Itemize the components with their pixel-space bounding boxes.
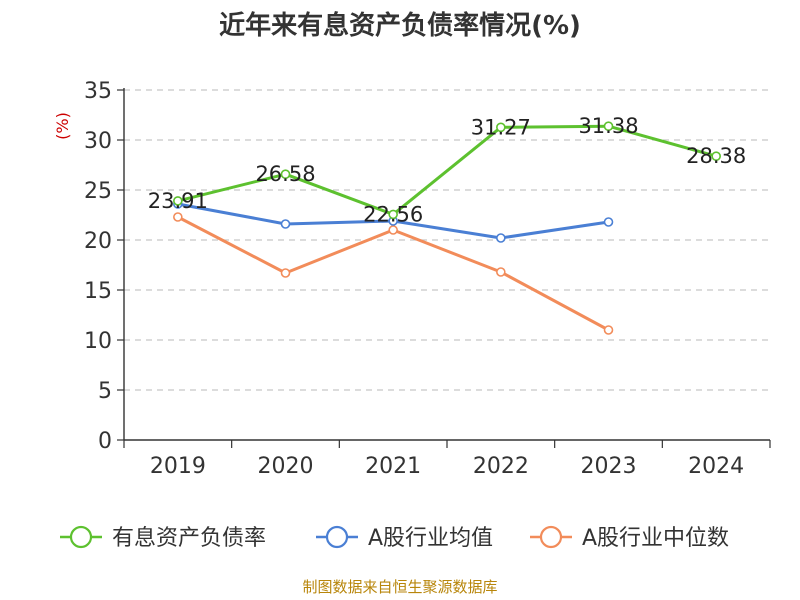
- data-point: [173, 212, 183, 222]
- x-tick-label: 2024: [688, 454, 744, 479]
- legend-swatch-marker: [539, 525, 563, 549]
- data-point: [173, 196, 183, 206]
- data-point: [603, 325, 614, 335]
- chart-title: 近年来有息资产负债率情况(%): [219, 10, 581, 41]
- data-point: [496, 267, 506, 277]
- legend-label: 有息资产负债率: [112, 526, 266, 551]
- data-point: [388, 209, 398, 220]
- data-point: [496, 122, 506, 133]
- data-label: 22.56: [363, 202, 423, 226]
- data-point: [603, 121, 614, 131]
- legend-label: A股行业均值: [368, 526, 493, 551]
- data-point: [280, 169, 291, 179]
- y-tick-label: 35: [84, 79, 112, 104]
- data-point: [280, 268, 291, 278]
- y-axis-label: (%): [53, 112, 72, 140]
- x-tick-label: 2023: [581, 454, 637, 479]
- y-tick-label: 30: [84, 129, 112, 154]
- data-point: [280, 219, 291, 229]
- x-tick-label: 2021: [365, 454, 421, 479]
- x-tick-label: 2020: [258, 454, 314, 479]
- y-tick-label: 0: [98, 429, 112, 454]
- data-label: 26.58: [255, 162, 315, 186]
- series-line: [177, 124, 717, 216]
- data-label: 31.27: [471, 115, 531, 139]
- y-tick-label: 5: [98, 379, 112, 404]
- y-tick-label: 15: [84, 279, 112, 304]
- y-tick-label: 25: [84, 179, 112, 204]
- data-label: 23.91: [148, 189, 208, 213]
- data-point: [711, 151, 721, 161]
- legend-swatch-marker: [325, 525, 349, 549]
- data-point: [496, 233, 506, 243]
- data-label: 28.38: [686, 144, 746, 168]
- x-tick-label: 2019: [150, 454, 206, 479]
- legend-swatch-marker: [69, 525, 93, 549]
- legend-label: A股行业中位数: [582, 526, 729, 551]
- data-label: 31.38: [578, 114, 638, 138]
- y-tick-label: 20: [84, 229, 112, 254]
- data-point: [603, 217, 614, 227]
- x-tick-label: 2022: [473, 454, 529, 479]
- source-note: 制图数据来自恒生聚源数据库: [302, 578, 497, 596]
- y-tick-label: 10: [84, 329, 112, 354]
- data-point: [388, 225, 398, 235]
